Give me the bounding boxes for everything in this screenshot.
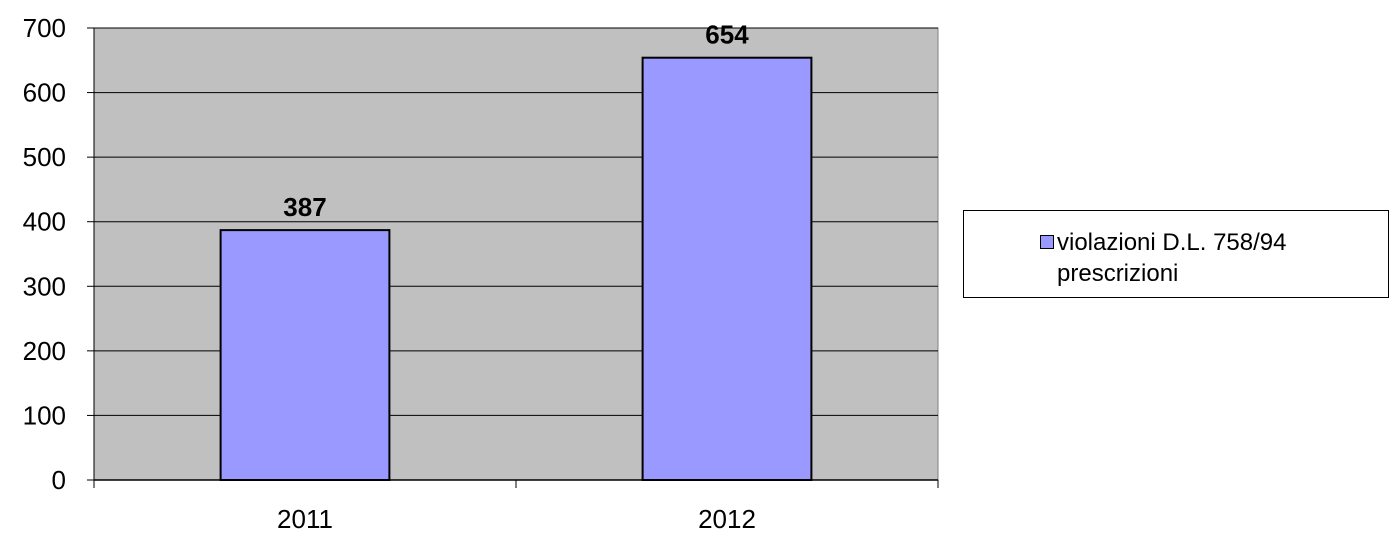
y-tick-label: 200 (23, 336, 66, 366)
y-tick-label: 600 (23, 78, 66, 108)
bars (219, 56, 813, 482)
bar-2012 (641, 56, 813, 482)
y-tick-label: 400 (23, 207, 66, 237)
data-label: 387 (283, 192, 326, 222)
y-tick-label: 700 (23, 13, 66, 43)
y-tick-label: 300 (23, 271, 66, 301)
legend: violazioni D.L. 758/94 prescrizioni (963, 210, 1389, 298)
labels: 0 100 200 300 400 500 600 700 387 2011 654 2012 (23, 13, 756, 533)
axes (87, 27, 939, 488)
data-label: 654 (705, 20, 749, 50)
y-tick-label: 100 (23, 400, 66, 430)
y-tick-label: 0 (52, 465, 66, 495)
bar-2011 (219, 229, 391, 481)
x-tick-label: 2012 (698, 504, 756, 533)
x-tick-label: 2011 (277, 504, 333, 533)
legend-swatch (1040, 235, 1054, 249)
y-tick-label: 500 (23, 142, 66, 172)
legend-label: violazioni D.L. 758/94 prescrizioni (1057, 229, 1287, 287)
